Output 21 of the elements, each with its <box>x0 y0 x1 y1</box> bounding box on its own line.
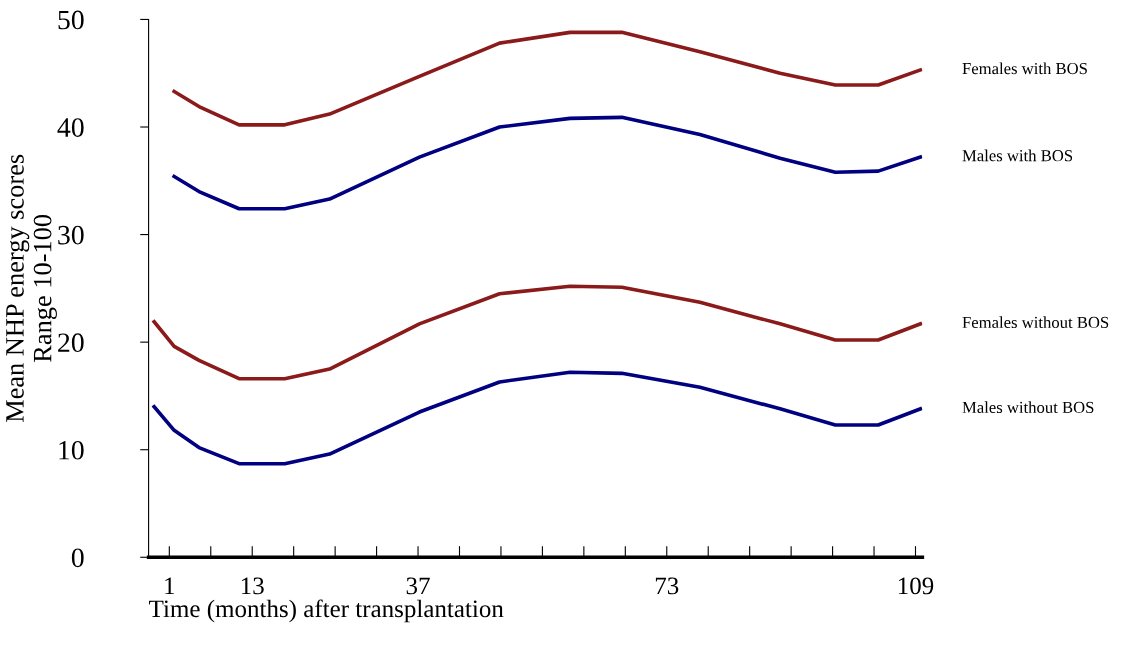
y-tick-label: 50 <box>58 10 84 30</box>
x-tick-label: 109 <box>898 577 934 595</box>
x-axis-title: Time (months) after transplantation <box>149 599 504 623</box>
text: Females with BOS <box>962 62 1087 75</box>
line-series <box>172 115 923 211</box>
y-tick-label: 0 <box>71 548 84 568</box>
text: Males without BOS <box>962 401 1094 414</box>
y-axis-title: Mean NHP energy scores Range 10-100 <box>6 154 57 423</box>
y-tick-label: 40 <box>57 118 84 137</box>
x-tick-label: 37 <box>406 577 430 595</box>
line-series <box>152 284 923 381</box>
y-tick-label: 20 <box>58 333 84 353</box>
y-tick-label: 10 <box>59 440 84 460</box>
y-tick-label: 30 <box>58 225 84 245</box>
x-tick-label: 1 <box>165 577 175 595</box>
line-series <box>152 370 923 466</box>
x-tick-label: 13 <box>241 577 264 595</box>
text: Males with BOS <box>962 149 1073 162</box>
x-tick-label: 73 <box>655 577 679 595</box>
text: Females without BOS <box>962 316 1109 329</box>
line-series <box>172 30 923 127</box>
